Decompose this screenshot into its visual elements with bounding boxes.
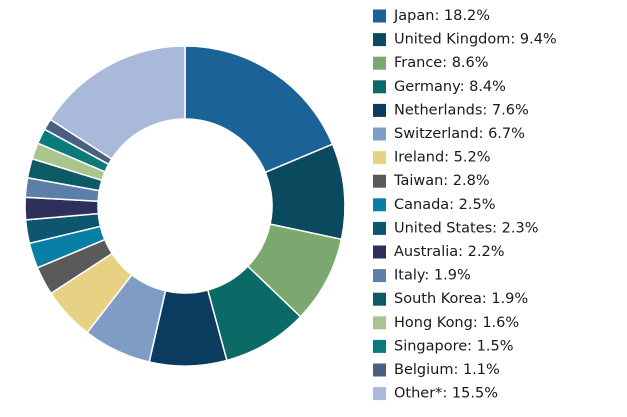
legend-label: Other*: 15.5% — [394, 386, 498, 402]
legend-label: Ireland: 5.2% — [394, 150, 490, 166]
legend-swatch — [373, 316, 386, 330]
legend-label: Hong Kong: 1.6% — [394, 315, 519, 331]
legend-swatch — [373, 33, 386, 47]
legend-label: Australia: 2.2% — [394, 244, 504, 260]
legend-label: United States: 2.3% — [394, 220, 539, 236]
legend-label: United Kingdom: 9.4% — [394, 32, 557, 48]
legend-label: Germany: 8.4% — [394, 79, 506, 95]
legend-label: Japan: 18.2% — [393, 8, 490, 24]
legend-swatch — [373, 9, 386, 23]
legend-label: Switzerland: 6.7% — [394, 126, 525, 142]
legend-swatch — [373, 339, 386, 353]
legend-label: Canada: 2.5% — [394, 197, 496, 213]
legend-swatch — [373, 174, 386, 188]
legend-swatch — [373, 151, 386, 165]
legend-swatch — [373, 198, 386, 212]
legend-swatch — [373, 221, 386, 235]
legend-label: Taiwan: 2.8% — [393, 173, 490, 189]
legend-label: South Korea: 1.9% — [394, 291, 528, 307]
legend-swatch — [373, 245, 386, 259]
legend-label: France: 8.6% — [394, 55, 489, 71]
legend-swatch — [373, 103, 386, 117]
legend-label: Belgium: 1.1% — [394, 362, 500, 378]
legend-swatch — [373, 269, 386, 283]
legend-swatch — [373, 56, 386, 70]
legend-swatch — [373, 387, 386, 401]
legend-swatch — [373, 80, 386, 94]
legend-label: Italy: 1.9% — [394, 268, 471, 284]
legend-label: Netherlands: 7.6% — [394, 102, 529, 118]
legend-swatch — [373, 127, 386, 141]
legend-label: Singapore: 1.5% — [394, 338, 513, 354]
legend-swatch — [373, 292, 386, 306]
donut-slice — [49, 45, 186, 161]
legend-swatch — [373, 363, 386, 377]
